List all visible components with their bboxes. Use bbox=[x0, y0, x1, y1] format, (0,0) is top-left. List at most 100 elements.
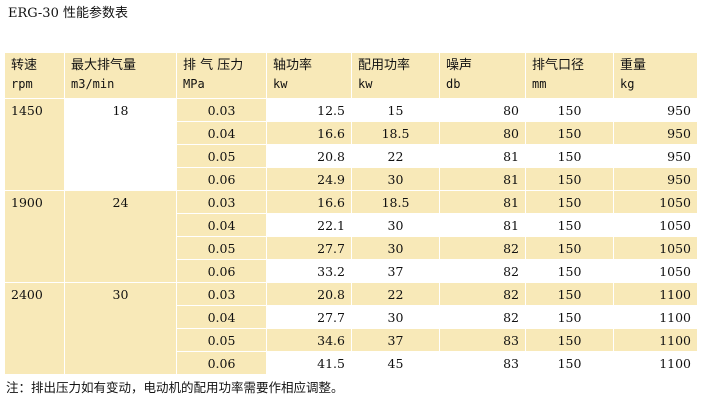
noise-cell: 82 bbox=[439, 282, 526, 306]
pressure-cell: 0.05 bbox=[176, 236, 267, 260]
noise-cell: 80 bbox=[439, 98, 526, 122]
pressure-cell: 0.04 bbox=[176, 121, 267, 145]
shaft-power-cell: 16.6 bbox=[266, 121, 352, 145]
table-row: 0.06 24.9 30 81 150 950 bbox=[5, 167, 698, 191]
noise-cell: 81 bbox=[439, 144, 526, 168]
weight-cell: 950 bbox=[613, 121, 698, 145]
noise-cell: 82 bbox=[439, 236, 526, 260]
table-row: 0.05 27.7 30 82 150 1050 bbox=[5, 236, 698, 260]
pressure-cell: 0.03 bbox=[176, 190, 267, 214]
weight-cell: 1100 bbox=[613, 282, 698, 306]
rated-power-cell: 22 bbox=[351, 144, 440, 168]
port-cell: 150 bbox=[525, 144, 614, 168]
header-speed: 转速 rpm bbox=[4, 52, 65, 99]
rated-power-cell: 18.5 bbox=[351, 190, 440, 214]
table-row: 1450 18 0.03 12.5 15 80 150 950 bbox=[4, 98, 698, 191]
shaft-power-cell: 41.5 bbox=[266, 351, 352, 375]
page-title: ERG-30 性能参数表 bbox=[8, 6, 128, 21]
table-row: 1900 24 0.03 16.6 18.5 81 150 1050 bbox=[4, 190, 698, 283]
weight-cell: 1100 bbox=[613, 351, 698, 375]
table-row: 2400 30 0.03 20.8 22 82 150 1100 bbox=[4, 282, 698, 375]
port-cell: 150 bbox=[525, 282, 614, 306]
rated-power-cell: 22 bbox=[351, 282, 440, 306]
weight-cell: 950 bbox=[613, 144, 698, 168]
noise-cell: 82 bbox=[439, 305, 526, 329]
noise-cell: 81 bbox=[439, 190, 526, 214]
weight-cell: 950 bbox=[613, 98, 698, 122]
shaft-power-cell: 27.7 bbox=[266, 305, 352, 329]
performance-table: 转速 rpm 最大排气量 m3/min 排 气 压力 MPa 轴功率 kw 配用功率 kw… bbox=[4, 52, 698, 375]
port-cell: 150 bbox=[525, 167, 614, 191]
noise-cell: 82 bbox=[439, 259, 526, 283]
header-port: 排气口径 mm bbox=[525, 52, 614, 99]
pressure-cell: 0.04 bbox=[176, 305, 267, 329]
shaft-power-cell: 16.6 bbox=[266, 190, 352, 214]
speed-cell: 1900 bbox=[4, 190, 65, 283]
rated-power-cell: 37 bbox=[351, 259, 440, 283]
port-cell: 150 bbox=[525, 259, 614, 283]
port-cell: 150 bbox=[525, 213, 614, 237]
table-row: 0.04 22.1 30 81 150 1050 bbox=[5, 213, 698, 237]
header-noise: 噪声 db bbox=[439, 52, 526, 99]
footnote: 注：排出压力如有变动，电动机的配用功率需要作相应调整。 bbox=[6, 380, 344, 395]
header-weight: 重量 kg bbox=[613, 52, 698, 99]
shaft-power-cell: 12.5 bbox=[266, 98, 352, 122]
noise-cell: 80 bbox=[439, 121, 526, 145]
shaft-power-cell: 20.8 bbox=[266, 144, 352, 168]
shaft-power-cell: 24.9 bbox=[266, 167, 352, 191]
table-row: 0.05 34.6 37 83 150 1100 bbox=[5, 328, 698, 352]
table-row: 0.04 16.6 18.5 80 150 950 bbox=[5, 121, 698, 145]
header-row: 转速 rpm 最大排气量 m3/min 排 气 压力 MPa 轴功率 kw 配用功率 kw… bbox=[4, 52, 698, 99]
weight-cell: 1100 bbox=[613, 305, 698, 329]
rated-power-cell: 15 bbox=[351, 98, 440, 122]
weight-cell: 1100 bbox=[613, 328, 698, 352]
pressure-cell: 0.04 bbox=[176, 213, 267, 237]
header-rated-power: 配用功率 kw bbox=[351, 52, 440, 99]
port-cell: 150 bbox=[525, 351, 614, 375]
port-cell: 150 bbox=[525, 98, 614, 122]
shaft-power-cell: 33.2 bbox=[266, 259, 352, 283]
noise-cell: 83 bbox=[439, 328, 526, 352]
shaft-power-cell: 22.1 bbox=[266, 213, 352, 237]
table-row: 0.05 20.8 22 81 150 950 bbox=[5, 144, 698, 168]
shaft-power-cell: 34.6 bbox=[266, 328, 352, 352]
port-cell: 150 bbox=[525, 121, 614, 145]
weight-cell: 1050 bbox=[613, 259, 698, 283]
header-pressure: 排 气 压力 MPa bbox=[176, 52, 267, 99]
pressure-cell: 0.05 bbox=[176, 144, 267, 168]
max-flow-cell: 30 bbox=[64, 282, 177, 375]
max-flow-cell: 18 bbox=[64, 98, 177, 191]
weight-cell: 1050 bbox=[613, 236, 698, 260]
rated-power-cell: 30 bbox=[351, 236, 440, 260]
rated-power-cell: 37 bbox=[351, 328, 440, 352]
noise-cell: 81 bbox=[439, 167, 526, 191]
pressure-cell: 0.06 bbox=[176, 259, 267, 283]
pressure-cell: 0.03 bbox=[176, 282, 267, 306]
rated-power-cell: 30 bbox=[351, 213, 440, 237]
header-shaft-power: 轴功率 kw bbox=[266, 52, 352, 99]
speed-cell: 1450 bbox=[4, 98, 65, 191]
port-cell: 150 bbox=[525, 328, 614, 352]
max-flow-cell: 24 bbox=[64, 190, 177, 283]
pressure-cell: 0.05 bbox=[176, 328, 267, 352]
table-row: 0.04 27.7 30 82 150 1100 bbox=[5, 305, 698, 329]
noise-cell: 81 bbox=[439, 213, 526, 237]
weight-cell: 950 bbox=[613, 167, 698, 191]
port-cell: 150 bbox=[525, 236, 614, 260]
rated-power-cell: 18.5 bbox=[351, 121, 440, 145]
port-cell: 150 bbox=[525, 305, 614, 329]
table-row: 0.06 41.5 45 83 150 1100 bbox=[5, 351, 698, 375]
weight-cell: 1050 bbox=[613, 213, 698, 237]
rated-power-cell: 30 bbox=[351, 167, 440, 191]
header-max-flow: 最大排气量 m3/min bbox=[64, 52, 177, 99]
weight-cell: 1050 bbox=[613, 190, 698, 214]
speed-cell: 2400 bbox=[4, 282, 65, 375]
noise-cell: 83 bbox=[439, 351, 526, 375]
pressure-cell: 0.06 bbox=[176, 351, 267, 375]
pressure-cell: 0.06 bbox=[176, 167, 267, 191]
shaft-power-cell: 27.7 bbox=[266, 236, 352, 260]
shaft-power-cell: 20.8 bbox=[266, 282, 352, 306]
rated-power-cell: 30 bbox=[351, 305, 440, 329]
port-cell: 150 bbox=[525, 190, 614, 214]
rated-power-cell: 45 bbox=[351, 351, 440, 375]
